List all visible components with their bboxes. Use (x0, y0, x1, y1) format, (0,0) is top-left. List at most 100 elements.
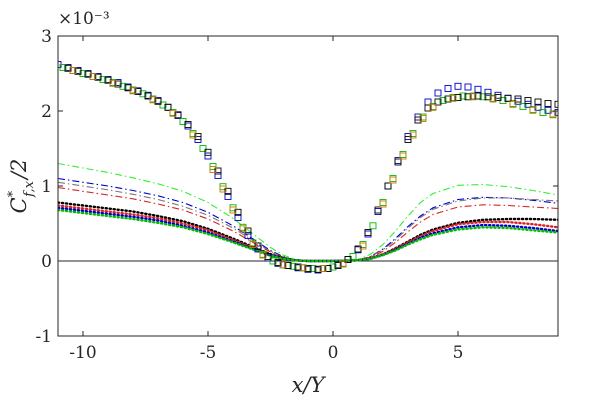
data-point (229, 206, 237, 214)
data-point (434, 98, 442, 106)
marker-series-4 (69, 67, 557, 272)
data-point (364, 229, 372, 236)
y-axis-multiplier: ×10⁻³ (58, 9, 110, 29)
data-point (524, 100, 532, 108)
data-point (474, 85, 482, 93)
data-point (249, 241, 257, 248)
data-point (529, 106, 537, 114)
data-point (159, 101, 167, 109)
y-label-sup: * (6, 190, 21, 197)
data-point (299, 264, 307, 272)
data-point (214, 167, 222, 175)
data-point (419, 115, 427, 122)
data-point (379, 200, 387, 208)
data-point (254, 242, 262, 250)
y-tick-label: 0 (41, 252, 52, 272)
data-point (464, 93, 472, 101)
data-point (554, 109, 558, 116)
data-point (129, 87, 137, 95)
data-point (424, 104, 432, 112)
data-point (154, 97, 162, 105)
data-point (429, 103, 437, 111)
data-point (439, 97, 447, 104)
line-series-5 (58, 201, 558, 263)
data-point (459, 92, 467, 100)
data-point (259, 251, 267, 259)
data-point (314, 265, 322, 273)
data-point (449, 94, 457, 102)
data-point (444, 95, 452, 103)
svg-text:C*f,x/2: C*f,x/2 (6, 159, 37, 214)
data-point (84, 70, 92, 78)
data-point (539, 109, 547, 116)
data-point (549, 111, 557, 119)
data-point (114, 80, 122, 88)
data-point (239, 225, 247, 233)
marker-series-3 (64, 64, 558, 273)
data-point (524, 97, 532, 104)
data-point (274, 259, 282, 266)
data-point (304, 265, 312, 272)
data-point (514, 95, 522, 103)
data-point (369, 222, 377, 230)
data-point (399, 151, 407, 158)
data-point (454, 94, 462, 101)
data-point (404, 136, 412, 143)
data-point (204, 148, 212, 156)
data-point (344, 256, 352, 263)
data-point (504, 94, 512, 102)
data-point (509, 100, 517, 108)
data-point (399, 152, 407, 160)
data-point (389, 176, 397, 184)
data-point (519, 103, 527, 110)
data-point (279, 261, 287, 269)
data-point (109, 79, 117, 87)
data-point (479, 93, 487, 101)
data-point (264, 253, 272, 260)
data-point (204, 152, 212, 160)
data-point (359, 242, 367, 250)
data-point (89, 73, 97, 80)
data-point (319, 265, 327, 272)
x-tick-label: -10 (69, 343, 96, 363)
data-point (94, 73, 102, 81)
y-label-sub: f,x (22, 180, 37, 197)
line-series-6 (58, 204, 558, 263)
data-point (379, 199, 387, 206)
data-point (269, 257, 277, 265)
marker-series-2 (59, 64, 557, 272)
data-point (544, 106, 552, 114)
data-point (194, 133, 202, 140)
y-tick-label: -1 (35, 327, 52, 347)
data-point (324, 265, 332, 272)
data-point (374, 206, 382, 214)
data-point (139, 90, 147, 98)
data-point (434, 89, 442, 97)
data-point (119, 82, 127, 90)
data-point (489, 95, 497, 103)
data-point (409, 131, 417, 139)
data-point (414, 116, 422, 124)
data-point (384, 182, 392, 190)
data-point (99, 76, 107, 83)
data-point (469, 93, 477, 101)
data-point (184, 121, 192, 128)
data-point (59, 64, 67, 71)
line-series-group (58, 162, 558, 263)
data-point (79, 70, 87, 77)
data-point (464, 83, 472, 91)
data-point (209, 166, 217, 173)
data-point (74, 67, 82, 75)
data-point (444, 85, 452, 92)
data-point (199, 145, 207, 152)
y-tick-label: 1 (41, 177, 52, 197)
data-point (164, 103, 172, 111)
data-point (454, 82, 462, 90)
x-tick-label: 0 (328, 343, 339, 363)
data-point (189, 131, 197, 139)
data-point (494, 94, 502, 101)
y-axis-label: C*f,x/2 (6, 159, 37, 214)
data-point (544, 100, 552, 107)
data-point (484, 93, 492, 101)
line-series-7 (58, 206, 558, 263)
